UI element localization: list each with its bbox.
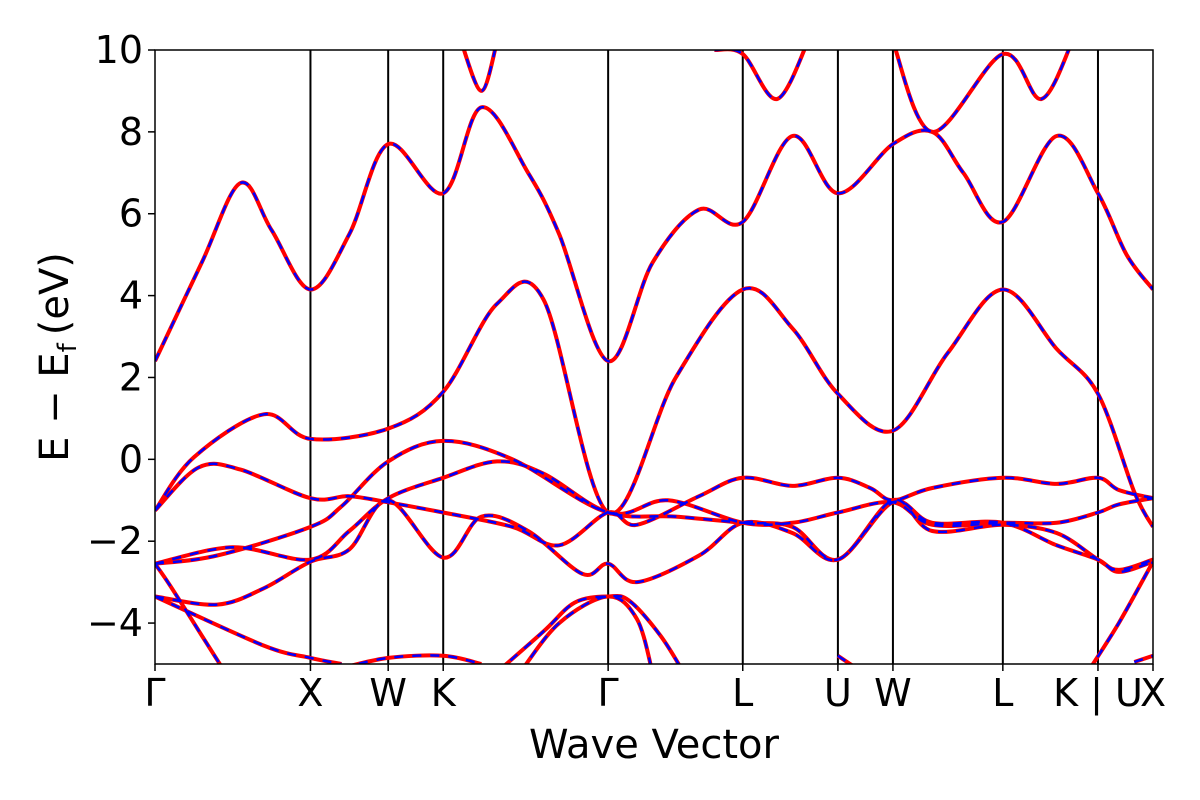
y-tick-label: 6 <box>119 192 143 236</box>
band-line-blue <box>894 50 1070 134</box>
band-line-blue <box>352 654 482 664</box>
y-tick-label: 2 <box>119 355 143 399</box>
y-axis-title-unit: (eV) <box>32 252 78 335</box>
x-tick-label: W <box>874 671 912 715</box>
band-line-blue <box>155 106 1153 363</box>
x-tick-label: Γ <box>144 671 165 715</box>
band-line-blue <box>155 460 1153 572</box>
band-line-blue <box>1133 654 1153 664</box>
band-line-blue <box>155 280 1153 528</box>
y-axis-title-subscript: f <box>53 342 83 352</box>
band-line-blue <box>504 594 681 664</box>
y-axis-ticks: −4 −2 0 2 4 6 8 10 <box>87 28 155 645</box>
y-tick-label: −4 <box>87 601 143 645</box>
y-tick-label: 8 <box>119 110 143 154</box>
x-tick-label: U <box>824 671 852 715</box>
band-line-blue <box>155 562 222 664</box>
plot-frame <box>154 49 1154 665</box>
band-line-red <box>714 50 807 102</box>
x-tick-label: X <box>1140 671 1166 715</box>
symmetry-lines <box>309 50 1099 664</box>
x-tick-label: Γ <box>598 671 619 715</box>
band-line-blue <box>155 462 1153 547</box>
band-line-blue <box>155 499 1153 606</box>
band-line-blue <box>155 595 342 664</box>
y-axis-title-main: E − E <box>32 352 78 462</box>
plot-background <box>155 50 1153 664</box>
y-axis-title: E − Ef (eV) <box>32 252 83 462</box>
y-tick-label: 10 <box>95 28 143 72</box>
band-line-blue <box>837 654 853 664</box>
band-line-blue <box>1091 561 1153 664</box>
bands-series-blue <box>155 50 1153 664</box>
band-line-blue <box>524 595 652 664</box>
band-line-blue <box>462 50 497 93</box>
x-tick-label: W <box>369 671 407 715</box>
x-tick-label: X <box>297 671 323 715</box>
band-line-blue <box>155 439 1153 565</box>
x-tick-label: K | U <box>1053 671 1143 716</box>
x-tick-label: L <box>732 671 753 715</box>
x-tick-label: K <box>431 671 457 715</box>
y-tick-label: 0 <box>119 437 143 481</box>
x-axis-title: Wave Vector <box>529 722 780 768</box>
y-tick-label: −2 <box>87 519 143 563</box>
x-tick-label: L <box>992 671 1013 715</box>
y-tick-label: 4 <box>119 274 143 318</box>
